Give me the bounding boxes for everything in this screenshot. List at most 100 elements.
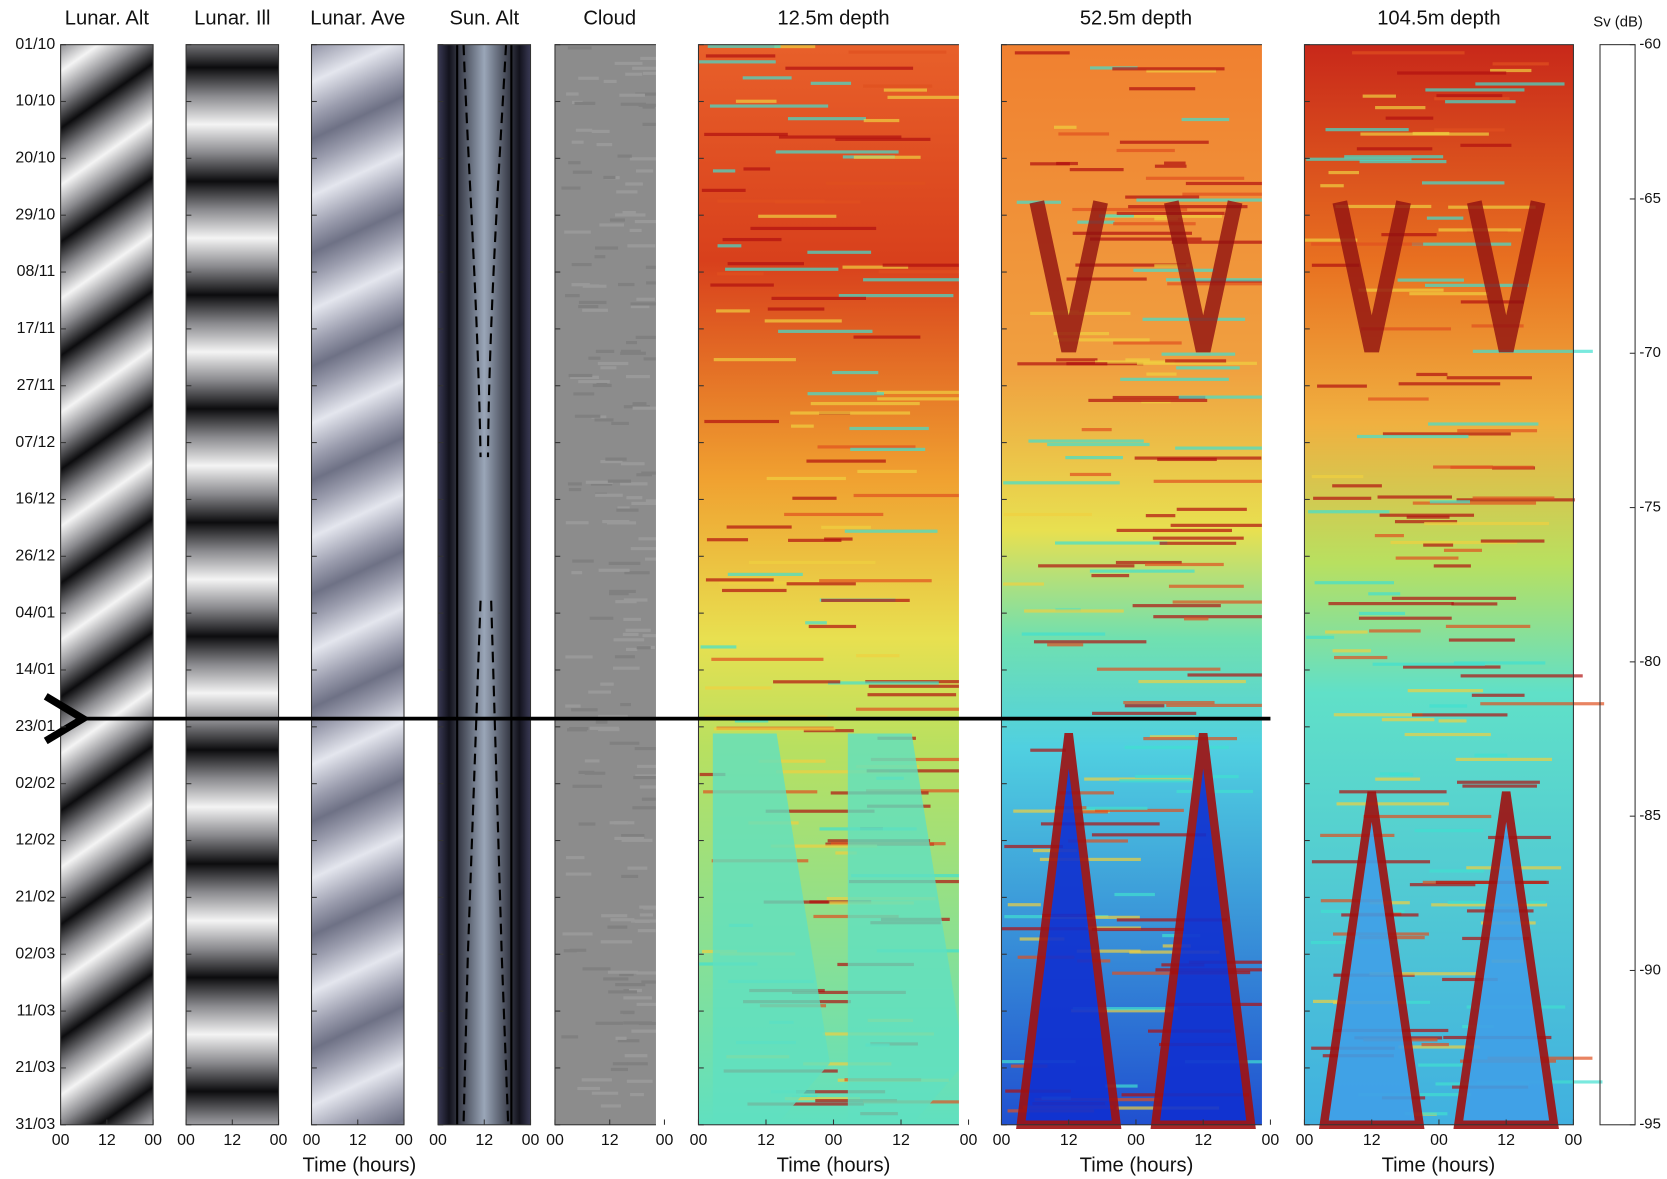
texture xyxy=(788,538,842,542)
x-tick-label: 12 xyxy=(1497,1132,1515,1149)
texture xyxy=(821,525,871,529)
texture xyxy=(835,851,857,855)
texture xyxy=(607,970,639,974)
x-tick-label: 00 xyxy=(825,1132,843,1149)
texture xyxy=(700,645,737,649)
texture xyxy=(1057,338,1150,342)
texture xyxy=(564,230,591,234)
texture xyxy=(766,476,846,481)
texture xyxy=(622,632,639,637)
texture xyxy=(1039,857,1141,862)
texture xyxy=(1164,161,1186,165)
texture xyxy=(1317,384,1367,388)
texture xyxy=(853,155,921,159)
texture xyxy=(603,175,616,180)
texture xyxy=(883,88,928,92)
texture xyxy=(1007,903,1041,907)
texture xyxy=(1004,844,1063,849)
texture xyxy=(615,600,637,604)
texture xyxy=(588,356,601,360)
texture xyxy=(719,581,830,585)
texture xyxy=(856,654,900,658)
texture xyxy=(623,598,648,602)
texture xyxy=(1187,673,1308,677)
texture xyxy=(633,775,656,780)
texture xyxy=(626,496,643,500)
texture xyxy=(617,506,630,510)
y-tick-label: 21/02 xyxy=(15,889,55,906)
texture xyxy=(1442,977,1498,982)
texture xyxy=(1065,455,1123,460)
texture xyxy=(1056,358,1098,362)
texture xyxy=(617,1039,640,1043)
texture xyxy=(707,44,781,48)
texture xyxy=(835,137,931,141)
texture xyxy=(1096,667,1221,671)
texture xyxy=(574,101,596,105)
texture xyxy=(1460,674,1583,678)
colorbar-label: Sv (dB) xyxy=(1593,14,1643,30)
texture xyxy=(1328,601,1454,606)
texture xyxy=(857,469,917,474)
texture xyxy=(625,182,643,186)
panel-title: 12.5m depth xyxy=(777,7,889,29)
x-axis-label: Time (hours) xyxy=(1080,1155,1194,1177)
texture xyxy=(600,940,633,944)
texture xyxy=(1113,341,1182,345)
texture xyxy=(1075,263,1187,267)
texture xyxy=(630,305,650,309)
texture xyxy=(1428,422,1539,426)
texture xyxy=(805,621,827,625)
texture xyxy=(566,92,579,96)
texture xyxy=(595,720,608,724)
pattern xyxy=(1164,200,1243,353)
texture xyxy=(1418,1063,1467,1067)
texture xyxy=(1320,833,1395,838)
texture xyxy=(590,482,613,486)
texture xyxy=(567,46,592,50)
texture xyxy=(1091,833,1207,837)
texture xyxy=(743,167,771,171)
texture xyxy=(626,1079,653,1083)
texture xyxy=(710,283,774,287)
texture xyxy=(1116,918,1228,922)
texture xyxy=(842,265,909,269)
texture xyxy=(1181,117,1230,122)
texture xyxy=(810,401,920,406)
y-tick-label: 04/01 xyxy=(15,604,55,621)
texture xyxy=(594,255,606,259)
x-tick-label: 12 xyxy=(892,1132,910,1149)
texture xyxy=(591,1091,619,1095)
texture xyxy=(1407,689,1484,693)
texture xyxy=(1472,496,1555,500)
mask xyxy=(958,2,1002,1168)
texture xyxy=(1424,283,1529,287)
texture xyxy=(863,84,933,88)
texture xyxy=(1406,515,1450,519)
texture xyxy=(610,918,635,922)
texture xyxy=(725,267,839,271)
x-tick-label: 12 xyxy=(475,1132,493,1149)
texture xyxy=(750,226,877,231)
texture xyxy=(571,571,583,575)
texture xyxy=(1058,791,1114,795)
texture xyxy=(1332,484,1382,488)
texture xyxy=(614,836,644,841)
texture xyxy=(1178,395,1297,399)
texture xyxy=(1412,501,1537,505)
y-tick-label: 12/02 xyxy=(15,832,55,849)
texture xyxy=(1003,481,1120,485)
texture xyxy=(581,1078,612,1082)
x-tick-label: 12 xyxy=(1363,1132,1381,1149)
colorbar-tick-label: -85 xyxy=(1639,808,1661,824)
texture xyxy=(1471,693,1525,697)
texture xyxy=(571,708,598,712)
texture xyxy=(726,525,792,529)
texture xyxy=(717,272,764,276)
texture xyxy=(600,682,614,686)
texture xyxy=(635,169,654,173)
texture xyxy=(1325,128,1409,132)
panel-image xyxy=(438,44,531,1125)
texture xyxy=(603,79,617,84)
texture xyxy=(1082,810,1108,814)
